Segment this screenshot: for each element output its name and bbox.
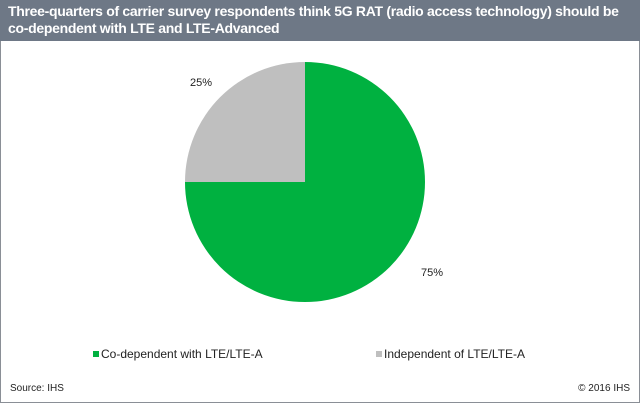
data-label: 75% xyxy=(421,267,443,279)
legend-item-independent: Independent of LTE/LTE-A xyxy=(376,347,525,361)
legend-item-co-dependent: Co-dependent with LTE/LTE-A xyxy=(93,347,263,361)
pie-slice-independent xyxy=(185,62,305,182)
legend-label: Independent of LTE/LTE-A xyxy=(384,347,525,361)
legend-label: Co-dependent with LTE/LTE-A xyxy=(101,347,263,361)
title-bar: Three-quarters of carrier survey respond… xyxy=(0,0,640,41)
data-label: 25% xyxy=(190,77,212,89)
copyright-note: © 2016 IHS xyxy=(578,383,630,394)
legend-swatch-green xyxy=(93,351,99,357)
source-note: Source: IHS xyxy=(10,383,64,394)
legend-swatch-gray xyxy=(376,351,382,357)
chart-title: Three-quarters of carrier survey respond… xyxy=(8,3,619,36)
